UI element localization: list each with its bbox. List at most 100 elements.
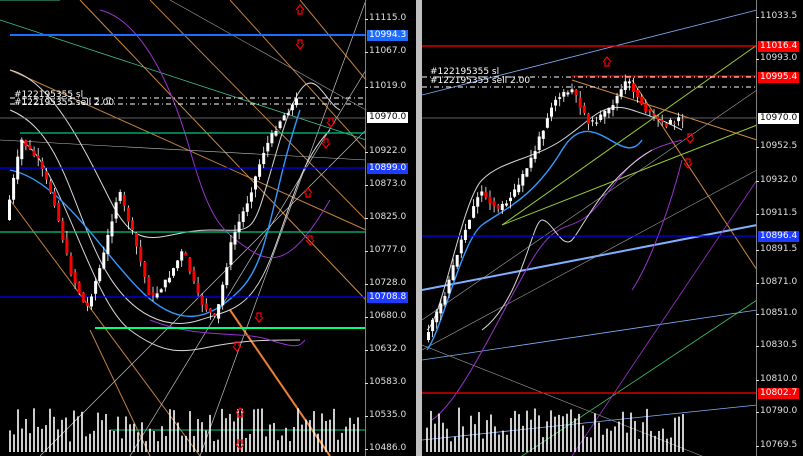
fan-line <box>422 224 758 291</box>
bear-candle <box>65 238 69 254</box>
bull-candle <box>500 203 504 210</box>
chart-window-divider[interactable] <box>416 0 422 456</box>
bull-candle <box>591 120 594 122</box>
bull-candle <box>545 118 549 128</box>
bear-candle <box>24 140 28 147</box>
bull-candle <box>521 174 525 186</box>
bull-candle <box>233 232 237 245</box>
price-tick: 10871.0 <box>755 277 798 287</box>
band-line <box>426 130 643 351</box>
arrow-up-icon <box>602 56 612 67</box>
fan-line <box>571 79 758 141</box>
bear-candle <box>32 150 36 156</box>
bull-candle <box>278 121 282 129</box>
price-tick: 10993.0 <box>755 53 798 63</box>
price-tick: 11115.0 <box>364 13 407 23</box>
order-sell-label: #122195355 sell 2.00 <box>430 76 531 86</box>
price-tick: 10932.0 <box>755 175 798 185</box>
bear-candle <box>184 252 188 256</box>
right-chart-canvas[interactable] <box>422 0 803 456</box>
fan-line <box>229 0 367 151</box>
band-line <box>481 149 653 331</box>
bear-candle <box>673 122 676 124</box>
bull-candle <box>221 284 225 306</box>
arrow-up-icon <box>235 407 245 418</box>
price-tick: 10680.0 <box>364 311 407 321</box>
bear-candle <box>40 161 44 169</box>
right-price-scale[interactable]: 11033.5 10993.0 10952.5 10932.0 10911.5 … <box>755 0 803 456</box>
bull-candle <box>451 265 455 280</box>
bear-candle <box>484 192 488 198</box>
bull-candle <box>480 191 484 196</box>
fan-line <box>422 404 758 441</box>
bull-candle <box>459 239 463 254</box>
arrow-up-icon <box>295 4 305 15</box>
bear-candle <box>73 272 77 284</box>
bull-candle <box>427 332 430 340</box>
bear-candle <box>632 83 635 92</box>
left-price-scale[interactable]: 11115.0 11067.0 11019.0 10922.0 10873.0 … <box>364 0 416 456</box>
bear-candle <box>664 123 668 127</box>
bear-candle <box>208 308 212 313</box>
bull-candle <box>447 279 451 294</box>
price-tick: 10777.0 <box>364 245 407 255</box>
bear-candle <box>196 283 200 293</box>
order-sell-label: #122195355 sell 2.00 <box>14 98 115 108</box>
bear-candle <box>648 110 652 112</box>
bear-candle <box>77 282 81 294</box>
bull-candle <box>225 267 229 286</box>
price-tag: 10899.0 <box>367 163 409 174</box>
bull-candle <box>98 268 102 282</box>
bull-candle <box>8 199 11 220</box>
bear-candle <box>131 220 134 230</box>
bull-candle <box>94 281 98 294</box>
left-chart-panel[interactable]: #122195355 sl #122195355 sell 2.00 11115… <box>0 0 416 456</box>
left-volume-bars <box>9 408 359 452</box>
price-tick: 11019.0 <box>364 81 407 91</box>
right-chart-panel[interactable]: #122195355 sl #122195355 sell 2.00 11033… <box>422 0 803 456</box>
band-line <box>9 109 331 324</box>
price-tag: 11016.4 <box>758 41 800 52</box>
bear-candle <box>188 257 192 272</box>
bear-candle <box>122 194 126 206</box>
bull-candle <box>668 119 672 125</box>
arrow-down-icon <box>685 133 695 144</box>
bear-candle <box>147 277 151 295</box>
bear-candle <box>81 292 85 303</box>
arrow-down-icon <box>683 158 693 169</box>
bull-candle <box>167 277 171 283</box>
bull-candle <box>541 130 545 139</box>
bull-candle <box>566 92 570 95</box>
bull-candle <box>562 91 566 97</box>
bull-candle <box>525 168 529 177</box>
left-chart-canvas[interactable] <box>0 0 416 456</box>
bear-candle <box>574 90 578 96</box>
price-tick: 10851.0 <box>755 308 798 318</box>
bull-candle <box>431 319 435 332</box>
fan-line <box>89 329 151 456</box>
price-tick: 10632.0 <box>364 344 407 354</box>
bull-candle <box>176 260 180 269</box>
price-tag: 10896.4 <box>758 231 800 242</box>
bear-candle <box>200 295 204 305</box>
right-bands <box>426 106 683 421</box>
price-tick: 10810.0 <box>755 374 798 384</box>
price-tick: 10486.0 <box>364 443 407 453</box>
fan-line <box>571 179 758 456</box>
right-levels <box>422 45 757 394</box>
bull-candle <box>476 197 480 207</box>
bull-candle <box>106 234 110 255</box>
right-volume-bars <box>426 407 684 452</box>
bear-candle <box>488 196 492 204</box>
order-sl-label: #122195355 sl <box>430 67 500 77</box>
price-tick: 10911.5 <box>755 208 798 218</box>
bear-candle <box>143 261 147 277</box>
fan-line <box>501 124 758 226</box>
current-price-tag: 10970.0 <box>758 113 800 124</box>
bull-candle <box>180 251 184 261</box>
current-price-tag: 10970.0 <box>367 112 409 123</box>
band-line <box>9 69 341 238</box>
bull-candle <box>529 157 533 168</box>
price-tag: 10995.4 <box>758 72 800 83</box>
bull-candle <box>509 197 512 202</box>
